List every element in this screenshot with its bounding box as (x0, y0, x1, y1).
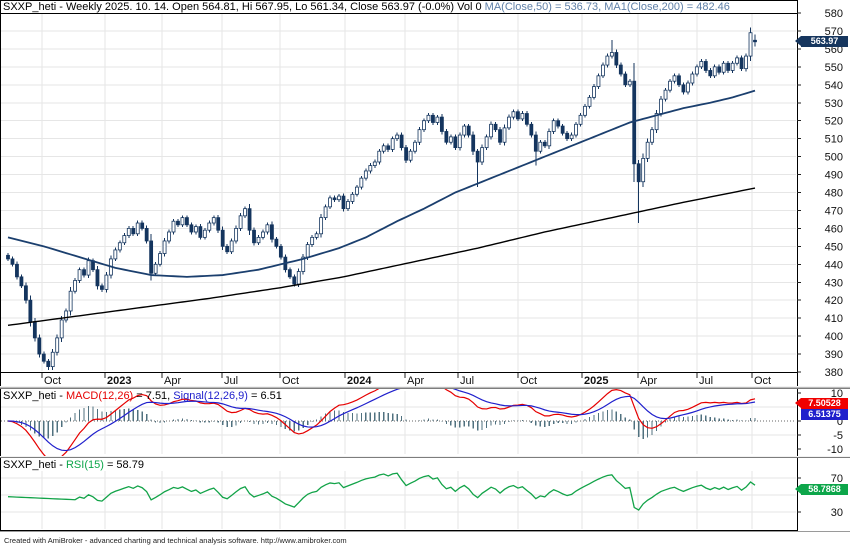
rsi-value-flag: 58.7868 (795, 484, 848, 495)
svg-text:460: 460 (825, 223, 843, 235)
rsi-title-eq: = 58.79 (103, 459, 144, 471)
footer-band (0, 531, 850, 547)
svg-text:450: 450 (825, 241, 843, 253)
flag-arrow-icon (795, 484, 801, 494)
panel-splitter[interactable] (0, 456, 850, 458)
svg-text:2023: 2023 (107, 375, 131, 386)
last-price-flag: 563.97 (795, 36, 848, 47)
panel-splitter[interactable] (0, 386, 850, 389)
price-x-axis: Oct 2023 Apr Jul Oct 2024 Apr Jul Oct 2025 Apr Jul O… (41, 373, 771, 386)
svg-text:420: 420 (825, 295, 843, 307)
svg-text:520: 520 (825, 116, 843, 128)
macd-title-symbol: SXXP_heti - (3, 390, 66, 402)
svg-text:2025: 2025 (584, 375, 608, 386)
svg-text:-5: -5 (833, 430, 843, 442)
flag-arrow-icon (795, 398, 801, 408)
svg-text:580: 580 (825, 8, 843, 20)
macd-panel-title: SXXP_heti - MACD(12,26) = 7.51, Signal(1… (3, 390, 282, 402)
candles (6, 27, 757, 371)
rsi-chart-svg[interactable]: 70 30 (0, 458, 850, 531)
svg-text:390: 390 (825, 349, 843, 361)
svg-text:30: 30 (831, 507, 843, 519)
svg-text:470: 470 (825, 205, 843, 217)
svg-text:570: 570 (825, 26, 843, 38)
macd-title-signal: Signal(12,26,9) (173, 390, 248, 402)
svg-text:Apr: Apr (164, 375, 181, 386)
macd-chart-svg[interactable]: 10 0 -5 -10 (0, 389, 850, 456)
price-grid (1, 14, 796, 371)
svg-text:-10: -10 (827, 444, 843, 456)
macd-value-flag: 7.50528 (795, 398, 848, 409)
macd-title-eq2: = 6.51 (247, 390, 282, 402)
rsi-title-symbol: SXXP_heti - (3, 459, 66, 471)
svg-text:2024: 2024 (347, 375, 372, 386)
price-title-ohlc: SXXP_heti - Weekly 2025. 10. 14. Open 56… (3, 1, 485, 13)
rsi-panel-title: SXXP_heti - RSI(15) = 58.79 (3, 459, 144, 471)
last-price-flag-text: 563.97 (810, 36, 839, 46)
signal-line (7, 389, 756, 452)
price-y-axis: 5805705605505405305205105004904804704604… (797, 8, 843, 379)
svg-text:550: 550 (825, 62, 843, 74)
svg-text:490: 490 (825, 170, 843, 182)
rsi-value-flag-text: 58.7868 (808, 484, 841, 494)
ma50-line (7, 89, 756, 278)
macd-value-flag-text: 7.50528 (808, 398, 841, 408)
svg-text:430: 430 (825, 277, 843, 289)
price-title-ma: MA(Close,50) = 536.73, MA1(Close,200) = … (484, 1, 730, 13)
svg-text:70: 70 (831, 473, 843, 485)
rsi-panel[interactable]: 70 30 SXXP_heti - RSI(15) = 58.79 58.7868 (0, 458, 850, 531)
rsi-grid (1, 471, 796, 529)
rsi-title-rsi: RSI(15) (65, 459, 104, 471)
svg-text:Oct: Oct (44, 375, 61, 386)
svg-text:530: 530 (825, 98, 843, 110)
macd-histogram (11, 406, 756, 439)
signal-value-flag-text: 6.51375 (808, 409, 841, 419)
svg-text:480: 480 (825, 188, 843, 200)
flag-arrow-icon (795, 36, 801, 46)
svg-text:500: 500 (825, 152, 843, 164)
svg-text:400: 400 (825, 331, 843, 343)
svg-text:380: 380 (825, 367, 843, 379)
macd-y-axis: 10 0 -5 -10 (797, 389, 843, 456)
svg-text:Apr: Apr (640, 375, 657, 386)
svg-text:Jul: Jul (699, 375, 713, 386)
svg-text:Apr: Apr (407, 375, 424, 386)
svg-text:510: 510 (825, 134, 843, 146)
svg-text:Oct: Oct (520, 375, 537, 386)
price-panel-title: SXXP_heti - Weekly 2025. 10. 14. Open 56… (3, 1, 730, 13)
svg-text:Oct: Oct (282, 375, 299, 386)
svg-text:410: 410 (825, 313, 843, 325)
credit-text: Created with AmiBroker - advanced charti… (4, 536, 347, 545)
svg-text:Jul: Jul (224, 375, 238, 386)
svg-text:10: 10 (831, 389, 843, 400)
macd-title-eq: = 7.51, (133, 390, 174, 402)
svg-text:Oct: Oct (754, 375, 771, 386)
signal-value-flag: 6.51375 (801, 409, 848, 420)
rsi-line (7, 472, 756, 511)
ma200-line (7, 187, 756, 327)
svg-text:0: 0 (837, 416, 843, 428)
svg-text:440: 440 (825, 259, 843, 271)
rsi-y-axis: 70 30 (797, 473, 843, 519)
macd-panel[interactable]: 10 0 -5 -10 SXXP_heti - MACD(12,26) = 7.51,… (0, 389, 850, 456)
price-panel[interactable]: 580 570 560 550 540 530 520 510 500 490 480 470 460 4… (0, 0, 850, 386)
svg-text:Jul: Jul (460, 375, 474, 386)
price-chart-svg[interactable]: 5805705605505405305205105004904804704604… (0, 0, 850, 386)
macd-title-macd: MACD(12,26) (65, 390, 134, 402)
svg-text:540: 540 (825, 80, 843, 92)
